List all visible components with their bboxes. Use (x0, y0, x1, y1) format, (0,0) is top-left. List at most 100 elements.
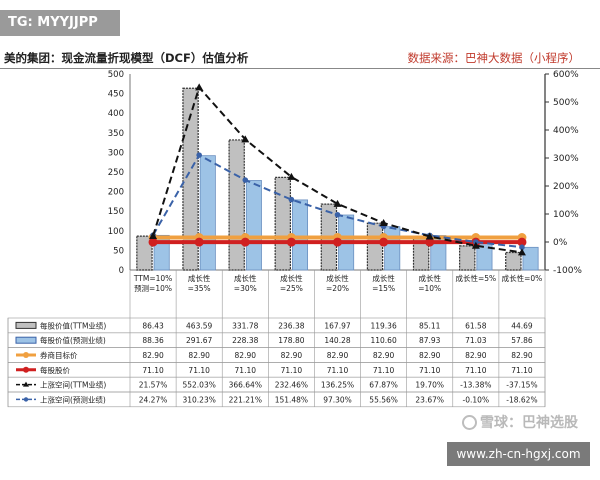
marker-upside-ttm (241, 135, 250, 143)
marker-upside-ttm (517, 248, 526, 256)
table-cell-value: 82.90 (511, 351, 533, 360)
table-cell-value: -13.38% (460, 381, 491, 390)
table-cell-value: 44.69 (511, 321, 533, 330)
table-cell-value: 71.10 (419, 366, 441, 375)
table-cell-value: 236.38 (278, 321, 304, 330)
legend-series-name: 每股股价 (40, 365, 70, 375)
marker-stock-price (240, 237, 250, 247)
x-category-label: =35% (188, 284, 211, 293)
table-cell-value: 88.36 (142, 336, 164, 345)
y-left-tick-label: 150 (108, 207, 124, 217)
y-left-tick-label: 400 (108, 109, 124, 119)
marker-upside-forecast (334, 211, 341, 218)
snowball-watermark: 雪球：巴神选股 (462, 412, 578, 432)
table-cell-value: 82.90 (327, 351, 349, 360)
bar-forecast (245, 180, 262, 271)
y-right-tick-label: 100% (553, 210, 579, 220)
marker-upside-ttm (287, 172, 296, 180)
line-upside-ttm (152, 85, 523, 254)
table-cell-value: 71.10 (465, 366, 487, 375)
legend-key-price-marker (23, 366, 29, 373)
x-category-label: =30% (234, 284, 257, 293)
marker-stock-price (148, 237, 158, 247)
table-cell-value: 57.86 (511, 336, 533, 345)
legend-series-name: 每股价值(预测业绩) (40, 335, 106, 345)
x-category-label: 成长性=0% (502, 273, 543, 283)
marker-stock-price (425, 237, 435, 247)
marker-upside-ttm (195, 83, 204, 91)
x-category-label: 成长性 (326, 273, 349, 283)
y-right-tick-label: 300% (553, 154, 579, 164)
table-cell-value: 55.56% (369, 395, 398, 404)
marker-upside-ttm (333, 199, 342, 207)
table-cell-value: 167.97 (324, 321, 350, 330)
table-cell-value: 463.59 (186, 321, 212, 330)
x-category-label: =25% (280, 284, 303, 293)
table-cell-value: 366.64% (229, 381, 262, 390)
table-cell-value: 82.90 (373, 351, 395, 360)
table-cell-value: 71.03 (465, 336, 487, 345)
legend-series-name: 每股价值(TTM业绩) (40, 320, 106, 330)
table-cell-value: 310.23% (182, 395, 215, 404)
table-cell-value: 136.25% (321, 381, 354, 390)
bar-ttm (366, 222, 384, 271)
table-cell-value: 82.90 (235, 351, 257, 360)
table-cell-value: 228.38 (232, 336, 258, 345)
table-cell-value: 71.10 (142, 366, 164, 375)
y-right-tick-label: 200% (553, 182, 579, 192)
bar-ttm (182, 87, 199, 271)
table-cell-value: 87.93 (419, 336, 441, 345)
table-cell-value: 331.78 (232, 321, 258, 330)
marker-upside-forecast (519, 244, 525, 251)
table-cell-value: 82.90 (419, 351, 441, 360)
x-category-label: =15% (372, 284, 395, 293)
legend-key-upside-ttm-marker (23, 381, 29, 387)
table-cell-value: -18.62% (506, 395, 537, 404)
table-cell-value: 140.28 (324, 336, 350, 345)
table-cell-value: 71.10 (327, 366, 349, 375)
table-cell-value: 178.80 (278, 336, 304, 345)
chart-title: 美的集团：现金流量折现模型（DCF）估值分析 (4, 51, 249, 65)
marker-upside-forecast (288, 196, 295, 203)
table-cell-value: 97.30% (323, 395, 352, 404)
marker-stock-price (379, 237, 389, 247)
legend-key-upside-forecast-marker (23, 397, 29, 402)
data-source: 数据来源：巴神大数据（小程序） (407, 51, 581, 65)
x-category-label: 成长性 (188, 273, 211, 283)
legend-series-name: 上涨空间(预测业绩) (40, 394, 106, 404)
table-cell-value: 61.58 (465, 321, 487, 330)
table-cell-value: 82.90 (142, 351, 164, 360)
table-cell-value: 110.60 (370, 336, 396, 345)
table-cell-value: 71.10 (188, 366, 210, 375)
legend-key-forecast-bar (15, 336, 37, 344)
bar-forecast (522, 246, 539, 271)
bar-forecast (384, 226, 401, 271)
y-left-tick-label: 0 (119, 266, 124, 276)
snowball-watermark-text: 雪球：巴神选股 (480, 415, 578, 431)
source-tag: TG: MYYJJPP (0, 10, 120, 36)
marker-upside-ttm (471, 241, 480, 249)
table-cell-value: 71.10 (235, 366, 257, 375)
table-cell-value: 21.57% (139, 381, 168, 390)
marker-stock-price (286, 237, 296, 247)
y-right-tick-label: 600% (553, 70, 579, 80)
table-cell-value: -0.10% (463, 395, 490, 404)
legend-key-ttm-bar (15, 321, 37, 329)
table-cell-value: 552.03% (182, 381, 215, 390)
y-right-tick-label: 0% (553, 238, 568, 248)
dcf-chart: 0 50 100 150 200 250 300 350 400 450 500 -100% 0% 100… (7, 70, 582, 408)
y-right-tick-label: 400% (553, 126, 579, 136)
bar-ttm (459, 245, 476, 271)
legend-series-name: 上涨空间(TTM业绩) (40, 380, 106, 390)
marker-stock-price (333, 237, 342, 247)
table-cell-value: 221.21% (229, 395, 262, 404)
marker-upside-forecast (196, 152, 202, 158)
table-cell-value: 67.87% (369, 381, 398, 390)
marker-upside-forecast (242, 177, 249, 183)
table-cell-value: 19.70% (415, 381, 444, 390)
x-category-label: 成长性 (280, 273, 303, 283)
table-cell-value: 86.43 (142, 321, 164, 330)
y-right-tick-label: -100% (553, 266, 582, 276)
table-cell-value: 291.67 (186, 336, 212, 345)
table-cell-value: 24.27% (139, 395, 168, 404)
